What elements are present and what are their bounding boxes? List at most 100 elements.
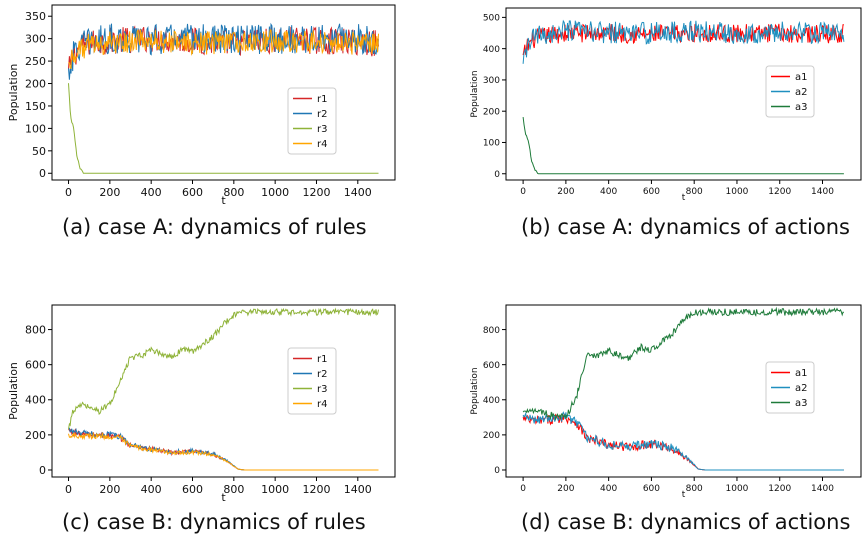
x-tick-label: 0	[65, 483, 72, 496]
y-tick-label: 400	[483, 396, 500, 406]
legend-box	[287, 87, 337, 155]
x-tick-label: 200	[557, 187, 574, 197]
x-tick-label: 1400	[344, 186, 372, 199]
y-tick-label: 50	[32, 145, 46, 158]
y-tick-label: 250	[25, 55, 46, 68]
y-tick-label: 400	[483, 45, 500, 55]
y-tick-label: 0	[494, 466, 500, 476]
x-tick-label: 800	[223, 186, 244, 199]
x-tick-label: 1200	[768, 187, 791, 197]
x-tick-label: 400	[141, 186, 162, 199]
series-line-a3	[522, 306, 845, 421]
legend-label-r4: r4	[317, 139, 327, 150]
x-tick-label: 1400	[811, 484, 834, 494]
x-axis-label: t	[682, 193, 686, 203]
plot-frame	[51, 304, 396, 478]
y-tick-label: 200	[25, 429, 46, 442]
chart-svg-d: 0 200 400 600 800 1000 1200 14000200400600800tP…	[470, 304, 862, 500]
x-tick-label: 200	[557, 484, 574, 494]
legend: r1 r2 r3 r4	[287, 87, 337, 155]
chart-svg-a: 0 200 400 600 800 1000 1200 1400 0 50 100 150 200 250…	[7, 4, 396, 207]
series-line-r4	[68, 431, 379, 471]
y-tick-label: 100	[483, 139, 500, 149]
series-line-a2	[522, 19, 845, 64]
chart-panel-c: 0 200 400 600 800 1000 1200 1400 0 200 400 600 800 t P…	[0, 295, 420, 542]
y-tick-label: 200	[483, 431, 500, 441]
chart-svg-b: 0 200 400 600 800 1000 1200 1400 0 100 200 300 400 50…	[470, 7, 862, 203]
series-line-r3	[68, 83, 379, 174]
series-line-r3	[68, 307, 379, 430]
plot-frame	[51, 4, 396, 181]
caption-d: (d) case B: dynamics of actions	[521, 510, 851, 534]
y-tick-label: 0	[494, 170, 500, 180]
y-tick-label: 500	[483, 14, 500, 24]
x-tick-label: 600	[182, 483, 203, 496]
x-axis-label: t	[682, 490, 686, 500]
y-tick-label: 800	[483, 326, 500, 336]
y-axis-label: Population	[470, 70, 480, 117]
legend-label-r2: r2	[317, 369, 327, 380]
legend-label-r3: r3	[317, 124, 327, 135]
legend-label-a1: a1	[795, 368, 808, 379]
legend-label-a3: a3	[795, 398, 808, 409]
y-tick-label: 0	[39, 464, 46, 477]
chart-svg-c: 0 200 400 600 800 1000 1200 14000200400600800tP…	[7, 304, 396, 504]
legend-label-a2: a2	[795, 87, 808, 98]
y-tick-label: 600	[483, 361, 500, 371]
x-tick-label: 1200	[302, 483, 330, 496]
plot-frame	[505, 7, 862, 181]
x-tick-label: 800	[686, 484, 703, 494]
y-tick-label: 100	[25, 122, 46, 135]
series-line-a3	[522, 117, 844, 175]
x-tick-label: 400	[600, 484, 617, 494]
caption-c: (c) case B: dynamics of rules	[62, 510, 366, 534]
caption-a: (a) case A: dynamics of rules	[62, 215, 367, 239]
x-tick-label: 800	[686, 187, 703, 197]
x-tick-label: 0	[520, 484, 526, 494]
x-axis-label: t	[221, 491, 226, 504]
chart-panel-b: 0 200 400 600 800 1000 1200 1400 0 100 200 300 400 50…	[432, 0, 864, 260]
x-tick-label: 600	[643, 187, 660, 197]
legend: a1 a2 a3	[765, 361, 815, 414]
x-tick-label: 1200	[768, 484, 791, 494]
y-tick-label: 200	[483, 107, 500, 117]
y-axis-label: Population	[7, 362, 20, 420]
y-tick-label: 0	[39, 167, 46, 180]
legend-label-r1: r1	[317, 354, 327, 365]
series-line-r4	[68, 29, 379, 70]
y-tick-label: 600	[25, 359, 46, 372]
legend: a1 a2 a3	[765, 65, 815, 118]
x-tick-label: 1400	[344, 483, 372, 496]
x-tick-label: 600	[182, 186, 203, 199]
legend-label-a2: a2	[795, 383, 808, 394]
series-line-r2	[68, 427, 379, 471]
x-tick-label: 600	[643, 484, 660, 494]
legend-label-r3: r3	[317, 384, 327, 395]
x-tick-label: 1000	[726, 187, 749, 197]
y-tick-label: 200	[25, 77, 46, 90]
x-tick-label: 400	[141, 483, 162, 496]
chart-panel-d: 0 200 400 600 800 1000 1200 1400 0 200 400 600 800 t P…	[432, 295, 864, 542]
x-tick-label: 1400	[811, 187, 834, 197]
legend-label-r4: r4	[317, 399, 327, 410]
legend-label-a3: a3	[795, 102, 808, 113]
y-axis-label: Population	[7, 64, 20, 122]
y-tick-label: 800	[25, 324, 46, 337]
legend-label-r2: r2	[317, 109, 327, 120]
x-tick-label: 0	[65, 186, 72, 199]
legend-label-r1: r1	[317, 94, 327, 105]
x-tick-label: 400	[600, 187, 617, 197]
x-axis-label: t	[221, 194, 226, 207]
x-tick-label: 200	[99, 186, 120, 199]
y-axis-label: Population	[470, 367, 480, 414]
x-tick-label: 200	[99, 483, 120, 496]
legend-label-a1: a1	[795, 72, 808, 83]
x-tick-label: 0	[520, 187, 526, 197]
y-tick-label: 400	[25, 394, 46, 407]
x-tick-label: 1000	[261, 186, 289, 199]
y-tick-label: 300	[25, 33, 46, 46]
plot-frame	[505, 304, 862, 478]
y-tick-label: 150	[25, 100, 46, 113]
x-tick-label: 1000	[726, 484, 749, 494]
x-tick-label: 1000	[261, 483, 289, 496]
